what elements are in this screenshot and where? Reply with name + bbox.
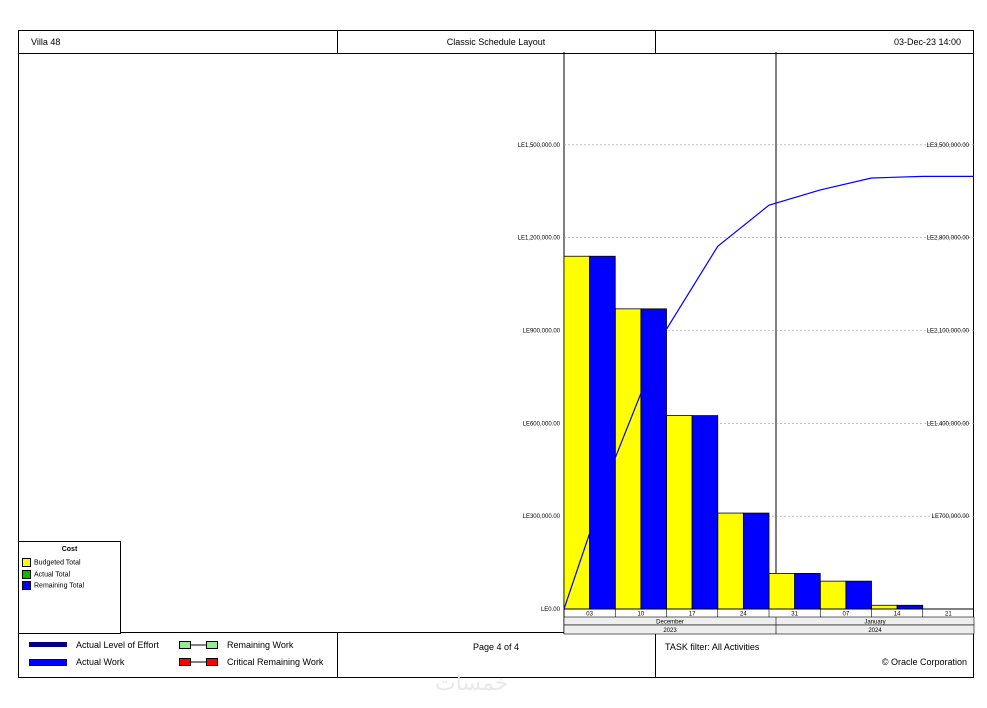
cost-legend-title: Cost [61,546,78,553]
cost-legend-item-remaining: Remaining Total [22,581,84,590]
legend-label: Actual Level of Effort [76,640,159,650]
footer-divider [655,633,656,677]
critical-remaining-work-swatch [179,658,218,666]
legend-label: Critical Remaining Work [227,657,324,667]
legend-critical-remaining-work: Critical Remaining Work [179,656,339,668]
copyright-text: © Oracle Corporation [881,657,967,667]
legend-label: Remaining Work [227,640,294,650]
actual-work-swatch [29,659,67,666]
header-divider [337,31,338,53]
project-name: Villa 48 [31,37,61,47]
remaining-swatch [22,581,31,590]
page-number: Page 4 of 4 [472,642,520,652]
budgeted-swatch [22,558,31,567]
cost-legend-label: Remaining Total [34,582,85,590]
level-of-effort-swatch [29,642,67,647]
legend-label: Actual Work [76,657,125,667]
remaining-work-swatch [179,641,218,649]
report-header: Villa 48 Classic Schedule Layout 03-Dec-… [19,31,973,54]
cost-legend: Cost Budgeted Total Actual Total Remaini… [18,541,121,634]
footer-divider [337,633,338,677]
report-datetime: 03-Dec-23 14:00 [893,37,961,47]
header-divider [655,31,656,53]
report-frame: Villa 48 Classic Schedule Layout 03-Dec-… [18,30,974,678]
filter-text: TASK filter: All Activities [665,642,760,652]
cost-legend-item-actual: Actual Total [22,570,70,579]
layout-name: Classic Schedule Layout [446,37,546,47]
cost-legend-item-budgeted: Budgeted Total [22,558,81,567]
legend-remaining-work: Remaining Work [179,639,339,651]
legend-actual-work: Actual Work [29,656,179,668]
actual-swatch [22,570,31,579]
cost-legend-label: Actual Total [34,571,71,579]
cost-legend-label: Budgeted Total [34,559,81,567]
report-footer: Actual Level of Effort Actual Work Remai… [19,632,973,677]
legend-actual-level-of-effort: Actual Level of Effort [29,639,179,651]
watermark-logo: خمسات [435,670,509,695]
